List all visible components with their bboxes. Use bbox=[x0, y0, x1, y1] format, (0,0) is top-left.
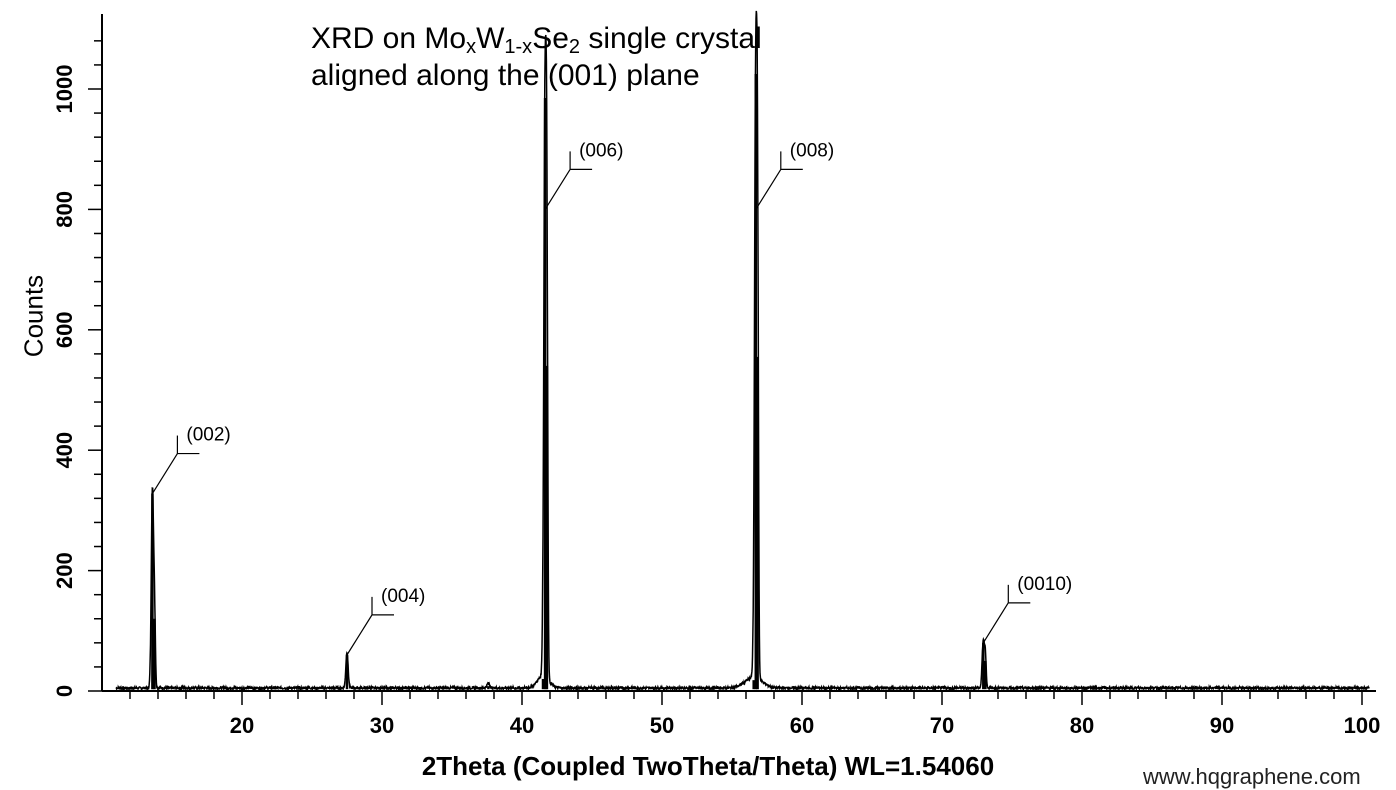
annotation-leader bbox=[982, 602, 1009, 644]
y-tick-label: 0 bbox=[52, 685, 77, 697]
peak-label: (0010) bbox=[1017, 574, 1072, 595]
annotation-leader bbox=[544, 169, 571, 210]
x-axis-label: 2Theta (Coupled TwoTheta/Theta) WL=1.540… bbox=[421, 751, 995, 781]
y-tick-label: 600 bbox=[52, 311, 77, 348]
peak-label: (008) bbox=[790, 140, 834, 161]
y-tick-label: 1000 bbox=[52, 65, 77, 114]
y-tick-label: 800 bbox=[52, 191, 77, 228]
x-tick-label: 40 bbox=[510, 713, 534, 738]
x-tick-label: 30 bbox=[370, 713, 394, 738]
series-line bbox=[115, 10, 1370, 693]
x-tick-label: 100 bbox=[1344, 713, 1381, 738]
peak-label: (006) bbox=[579, 140, 623, 161]
peak-label: (004) bbox=[381, 586, 425, 607]
annotation-leader bbox=[346, 614, 373, 656]
annotation-leader bbox=[755, 169, 782, 210]
x-tick-label: 50 bbox=[650, 713, 674, 738]
peak-label: (002) bbox=[186, 425, 230, 446]
annotation-leader bbox=[151, 453, 178, 494]
data-layer bbox=[115, 10, 1370, 693]
annotation-layer: (002) (004) (006) (008) (0010) bbox=[151, 140, 1072, 656]
title-line-1: XRD on MoxW1-xSe2 single crystal bbox=[311, 22, 762, 58]
x-tick-label: 60 bbox=[790, 713, 814, 738]
x-tick-label: 20 bbox=[230, 713, 254, 738]
chart-title: XRD on MoxW1-xSe2 single crystal aligned… bbox=[311, 20, 762, 94]
title-line-2: aligned along the (001) plane bbox=[311, 59, 700, 92]
y-axis-label: Counts bbox=[18, 274, 49, 358]
y-tick-label: 200 bbox=[52, 552, 77, 589]
x-tick-label: 90 bbox=[1210, 713, 1234, 738]
watermark: www.hqgraphene.com bbox=[1143, 764, 1361, 789]
x-tick-label: 70 bbox=[930, 713, 954, 738]
x-tick-label: 80 bbox=[1070, 713, 1094, 738]
y-tick-label: 400 bbox=[52, 432, 77, 469]
